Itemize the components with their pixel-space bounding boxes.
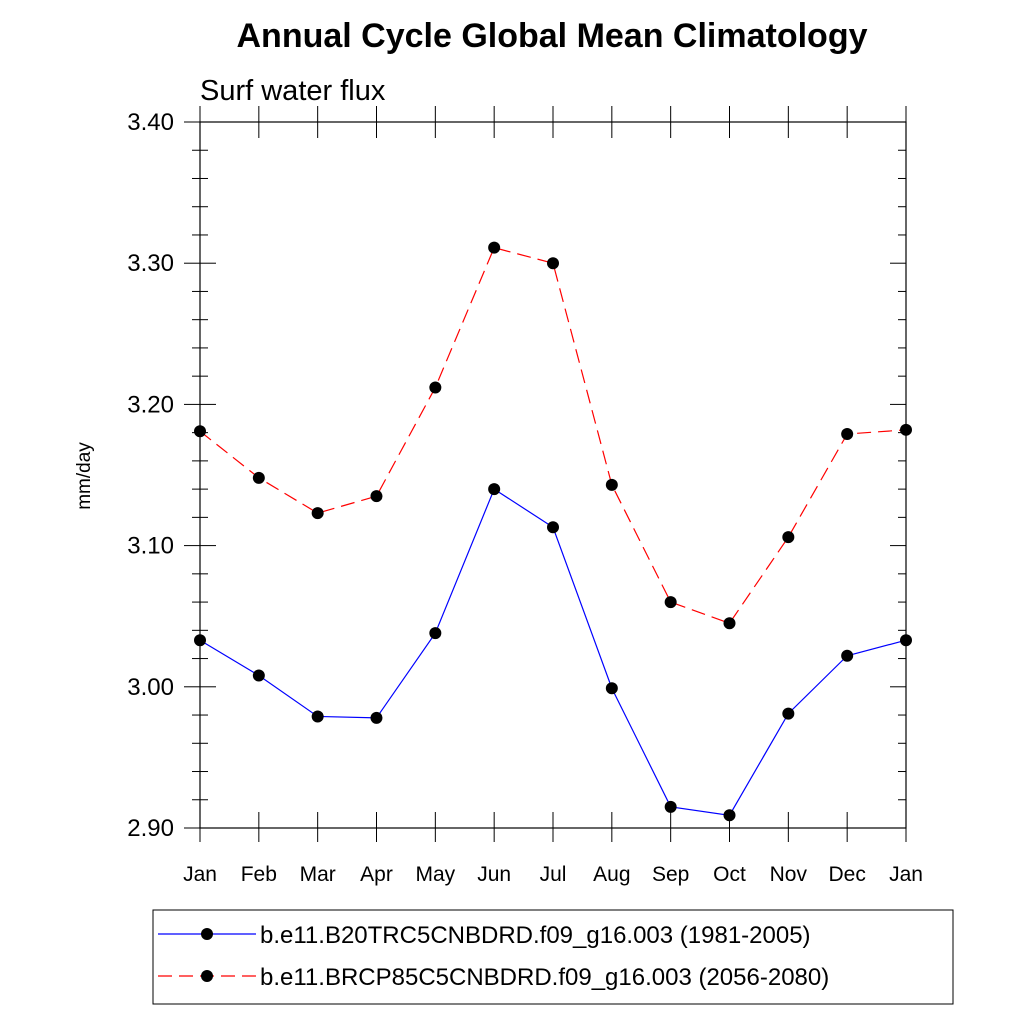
y-tick-label: 3.40 bbox=[127, 109, 174, 136]
x-tick-labels: Jan Feb Mar Apr May Jun Jul Aug Sep Oct Nov Dec Jan bbox=[183, 863, 923, 886]
x-tick-label: Mar bbox=[300, 863, 336, 886]
x-tick-label: Jul bbox=[540, 863, 567, 886]
series-line-2 bbox=[199, 246, 907, 624]
x-tick-label: Jun bbox=[477, 863, 511, 886]
x-tick-label: Dec bbox=[828, 863, 865, 886]
series-2-point bbox=[664, 596, 677, 609]
legend-marker-1 bbox=[201, 928, 213, 940]
legend-label-2: b.e11.BRCP85C5CNBDRD.f09_g16.003 (2056-2… bbox=[260, 964, 829, 991]
legend-marker-2 bbox=[201, 970, 213, 982]
legend: b.e11.B20TRC5CNBDRD.f09_g16.003 (1981-20… bbox=[152, 909, 954, 1005]
chart-title: Annual Cycle Global Mean Climatology bbox=[237, 17, 868, 55]
x-tick-label: Aug bbox=[593, 863, 630, 886]
plot-frame bbox=[199, 121, 907, 829]
y-tick-label: 3.20 bbox=[127, 391, 174, 418]
x-tick-label: Oct bbox=[713, 863, 746, 886]
series-1-point bbox=[841, 649, 854, 662]
series-1-point bbox=[782, 707, 795, 720]
series-2-point bbox=[782, 531, 795, 544]
x-tick-label: Apr bbox=[360, 863, 393, 886]
series-1-point bbox=[547, 521, 559, 534]
series-2-point bbox=[547, 257, 559, 270]
series-2-point bbox=[252, 471, 265, 484]
y-tick-label: 3.30 bbox=[127, 250, 174, 277]
series-1-point bbox=[252, 669, 265, 682]
x-tick-label: Sep bbox=[652, 863, 689, 886]
series-1-point bbox=[723, 809, 736, 822]
series-1-point bbox=[488, 483, 501, 496]
series-1-point bbox=[194, 634, 206, 647]
legend-label-1: b.e11.B20TRC5CNBDRD.f09_g16.003 (1981-20… bbox=[260, 922, 811, 949]
series-2-point bbox=[900, 423, 912, 436]
x-tick-label: May bbox=[415, 863, 455, 886]
series-2-point bbox=[605, 478, 618, 491]
series-layer bbox=[194, 241, 912, 822]
series-1-point bbox=[900, 634, 912, 647]
series-2-point bbox=[841, 428, 854, 441]
series-line-1 bbox=[199, 488, 907, 816]
series-2-point bbox=[488, 241, 501, 254]
legend-box bbox=[152, 909, 954, 1005]
series-1-point bbox=[311, 710, 324, 723]
series-2-point bbox=[194, 425, 206, 438]
y-tick-label: 3.10 bbox=[127, 533, 174, 560]
x-tick-label: Jan bbox=[889, 863, 923, 886]
y-axis-label: mm/day bbox=[74, 442, 95, 510]
series-1-point bbox=[605, 682, 618, 695]
x-tick-label: Nov bbox=[770, 863, 808, 886]
series-2-point bbox=[429, 381, 442, 394]
x-tick-label: Feb bbox=[241, 863, 277, 886]
series-2-point bbox=[370, 490, 383, 503]
series-1-point bbox=[429, 627, 442, 640]
series-2-point bbox=[723, 617, 736, 630]
x-tick-label: Jan bbox=[183, 863, 217, 886]
series-1-point bbox=[370, 711, 383, 724]
y-tick-label: 2.90 bbox=[127, 815, 174, 842]
chart-subtitle: Surf water flux bbox=[200, 75, 386, 107]
series-2-point bbox=[311, 507, 324, 520]
axis-ticks bbox=[184, 106, 907, 842]
series-1-point bbox=[664, 800, 677, 813]
y-tick-labels: 2.90 3.00 3.10 3.20 3.30 3.40 bbox=[127, 109, 174, 842]
y-tick-label: 3.00 bbox=[127, 674, 174, 701]
